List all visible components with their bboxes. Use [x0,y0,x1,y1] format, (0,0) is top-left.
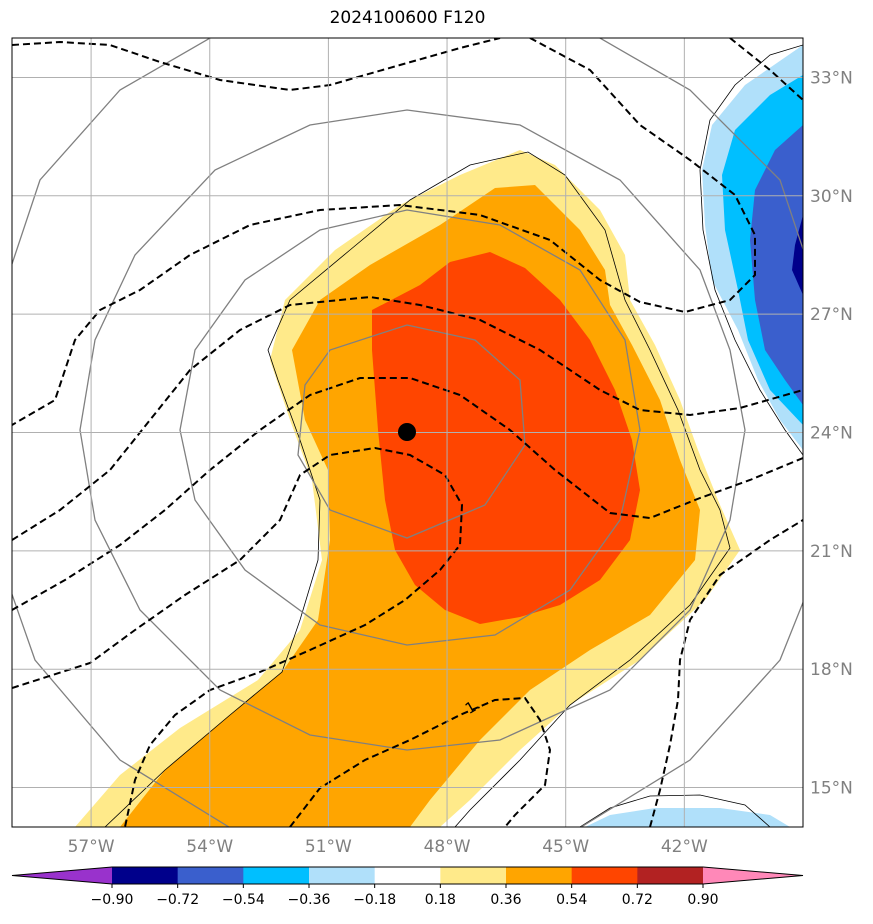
colorbar-tick-label: 0.90 [687,892,718,908]
colorbar-tick-label: −0.18 [353,892,396,908]
lat-tick-label: 27°N [810,305,853,325]
thin-contour [579,794,771,827]
colorbar-tick-label: −0.90 [91,892,134,908]
lat-tick-label: 18°N [810,660,853,680]
lat-tick-label: 24°N [810,424,853,444]
lon-tick-labels: 57°W 54°W 51°W 48°W 45°W 42°W [68,837,708,857]
colorbar-tick-label: −0.54 [222,892,265,908]
plot-frame [11,37,804,828]
lat-tick-labels: 33°N 30°N 27°N 24°N 21°N 18°N 15°N [810,68,853,798]
colorbar-segment [243,867,310,884]
dashed-contours [12,38,803,827]
lon-tick-label: 54°W [186,837,233,857]
colorbar-segment [440,867,507,884]
lon-tick-label: 45°W [542,837,589,857]
colorbar-segment [571,867,638,884]
chart-title: 2024100600 F120 [329,8,486,28]
colorbar-tick-label: −0.36 [288,892,331,908]
colorbar-segment [506,867,573,884]
shading-neg-bottom [585,808,790,827]
colorbar-tick-label: −0.72 [156,892,199,908]
lon-tick-label: 42°W [661,837,708,857]
lat-tick-label: 21°N [810,542,853,562]
lon-tick-label: 48°W [424,837,471,857]
thin-contour [104,151,731,827]
lat-tick-label: 30°N [810,187,853,207]
shading-neg-0.72 [792,215,803,295]
storm-center-marker [398,423,416,441]
range-rings [12,38,803,827]
lon-tick-label: 57°W [68,837,115,857]
colorbar: −0.90 −0.72 −0.54 −0.36 −0.18 0.18 0.36 0.54 0.7… [11,866,804,908]
colorbar-tick-label: 0.72 [622,892,653,908]
colorbar-extend-low [12,867,112,884]
colorbar-tick-label: 0.54 [556,892,587,908]
thin-contour [699,44,803,456]
colorbar-segment [637,867,704,884]
shading-neg-0.54 [750,125,803,405]
colorbar-segment [374,867,441,884]
colorbar-tick-label: 0.18 [425,892,456,908]
lon-tick-label: 51°W [305,837,352,857]
colorbar-tick-label: 0.36 [490,892,521,908]
lat-tick-label: 15°N [810,779,853,799]
lat-tick-label: 33°N [810,68,853,88]
colorbar-segment [112,867,179,884]
shading-0.54-0.72 [372,252,640,624]
colorbar-segment [177,867,244,884]
colorbar-segment [309,867,376,884]
colorbar-extend-high [703,867,803,884]
